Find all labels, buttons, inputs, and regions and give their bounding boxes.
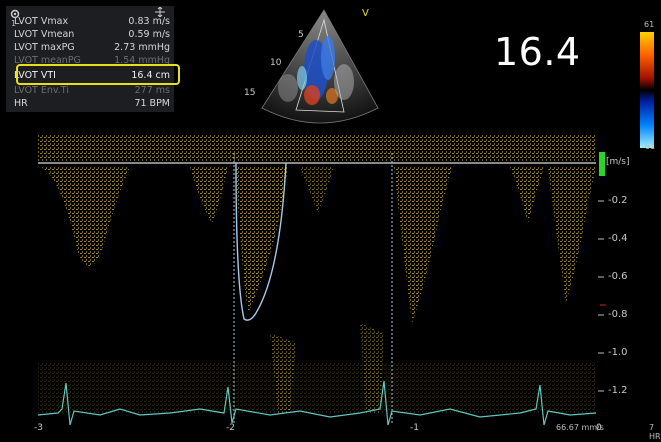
depth-mark: 15: [244, 88, 256, 98]
velocity-tick: -0.4: [608, 233, 628, 244]
measurement-panel: 1: [6, 6, 174, 112]
measurement-label: LVOT maxPG: [14, 42, 75, 53]
time-tick: -2: [226, 423, 235, 433]
depth-mark: 5: [298, 30, 304, 40]
measurement-row-vmax[interactable]: LVOT Vmax 0.83 m/s: [14, 16, 170, 29]
measurement-row-vmean[interactable]: LVOT Vmean 0.59 m/s: [14, 29, 170, 42]
panel-marker: 1: [11, 19, 17, 28]
measurement-row-meanpg[interactable]: LVOT meanPG 1.54 mmHg: [14, 55, 170, 68]
measurement-value: 0.59 m/s: [128, 29, 170, 40]
measurement-value: 71 BPM: [134, 98, 170, 109]
measurement-row-maxpg[interactable]: LVOT maxPG 2.73 mmHg: [14, 42, 170, 55]
velocity-tick: -1.0: [608, 347, 628, 358]
hr-corner-label: HR: [649, 432, 661, 441]
depth-mark: 10: [270, 58, 282, 68]
measurement-label: HR: [14, 98, 28, 109]
time-tick: -3: [34, 423, 43, 433]
measurement-row-env-ti[interactable]: LVOT Env.Ti 277 ms: [14, 85, 170, 98]
measurement-row-vti[interactable]: LVOT VTI 16.4 cm: [14, 70, 170, 83]
velocity-tick: -1.2: [608, 385, 628, 396]
measurement-label: LVOT Vmean: [14, 29, 75, 40]
spectral-doppler-trace: [37, 135, 606, 426]
move-icon[interactable]: [155, 7, 165, 17]
colorbar-min-label: -61: [642, 142, 656, 151]
measurement-value: 277 ms: [134, 85, 170, 96]
hr-corner-readout: 7 HR: [649, 423, 661, 441]
hr-corner-value: 7: [649, 423, 655, 432]
measurement-label: LVOT Vmax: [14, 16, 69, 27]
velocity-tick: -0.6: [608, 271, 628, 282]
velocity-tick: -0.2: [608, 195, 628, 206]
gear-icon[interactable]: [10, 9, 20, 19]
measurement-label: LVOT Env.Ti: [14, 85, 69, 96]
measurement-value: 2.73 mmHg: [114, 42, 170, 53]
measurement-label: LVOT meanPG: [14, 55, 81, 66]
color-doppler-sector: [261, 9, 379, 124]
sweep-speed: 66.67 mm/s: [556, 423, 604, 432]
measurement-value: 16.4 cm: [131, 70, 170, 81]
measurement-row-hr[interactable]: HR 71 BPM: [14, 98, 170, 111]
measurement-value: 1.54 mmHg: [114, 55, 170, 66]
measurement-label: LVOT VTI: [14, 70, 56, 81]
vti-highlight-box: [16, 64, 180, 85]
baseline-handle[interactable]: [599, 152, 605, 176]
velocity-unit-label: [m/s]: [606, 157, 630, 167]
vti-large-readout: 16.4: [494, 30, 581, 74]
velocity-colorbar: [640, 32, 654, 148]
measurement-value: 0.83 m/s: [128, 16, 170, 27]
colorbar-max-label: 61: [644, 20, 655, 29]
probe-orientation-mark: V: [362, 8, 369, 19]
time-tick: 0: [596, 423, 602, 433]
velocity-tick: -0.8: [608, 309, 628, 320]
time-tick: -1: [410, 423, 419, 433]
